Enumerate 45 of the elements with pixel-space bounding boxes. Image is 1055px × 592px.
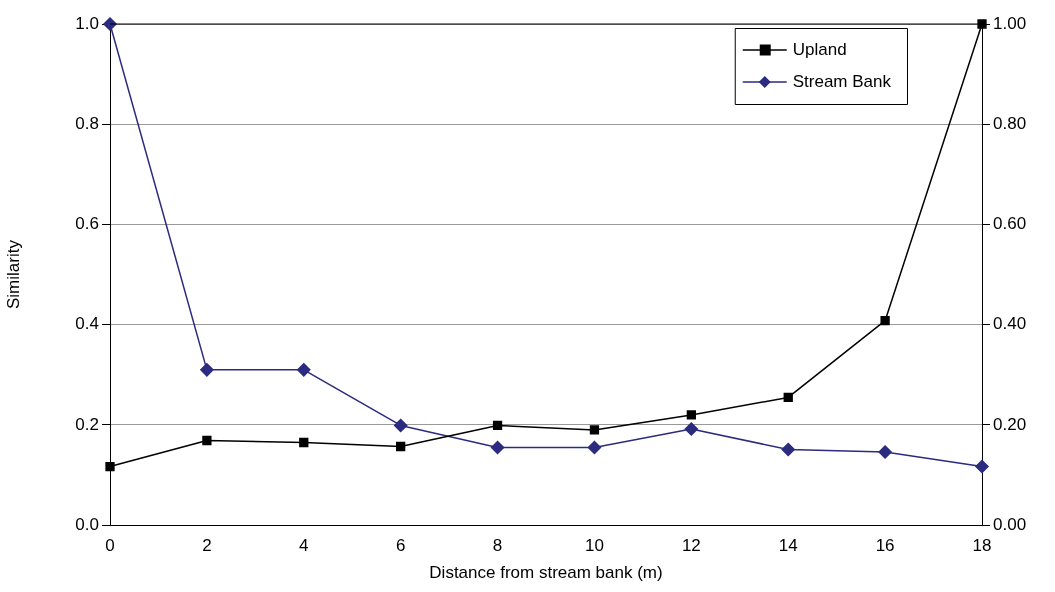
point	[393, 418, 408, 433]
point	[783, 392, 793, 403]
y-tick-label: 0.0	[75, 514, 99, 534]
y2-tick-label: 0.60	[993, 214, 1027, 234]
point	[686, 410, 696, 420]
y2-tick-label: 0.80	[993, 113, 1027, 133]
point	[878, 445, 892, 459]
x-tick-label: 14	[778, 536, 798, 556]
point	[492, 420, 503, 431]
x-axis-title: Distance from stream bank (m)	[429, 563, 663, 583]
point	[297, 363, 311, 377]
x-tick-label: 4	[299, 536, 309, 556]
x-tick-label: 12	[681, 536, 701, 556]
x-tick-label: 8	[492, 536, 503, 556]
y-tick-label: 0.2	[75, 414, 99, 434]
point	[781, 442, 795, 457]
point	[977, 19, 987, 29]
x-tick-label: 16	[875, 536, 895, 556]
x-tick-label: 2	[202, 536, 212, 556]
x-tick-label: 6	[395, 536, 406, 556]
point	[975, 459, 989, 474]
y2-tick-label: 0.00	[993, 514, 1027, 534]
point	[105, 461, 115, 472]
y2-tick-label: 0.40	[993, 314, 1027, 334]
x-tick-label: 0	[105, 536, 115, 556]
y-tick-label: 1.0	[75, 13, 99, 33]
point	[396, 441, 406, 452]
point	[880, 316, 890, 326]
y-axis-title: Similarity	[3, 239, 23, 310]
point	[490, 440, 505, 455]
point	[587, 440, 602, 455]
y-tick-label: 0.6	[75, 214, 99, 234]
y2-tick-label: 1.00	[993, 13, 1027, 33]
legend-label: Stream Bank	[792, 71, 892, 91]
y2-tick-label: 0.20	[993, 414, 1027, 434]
point	[202, 435, 212, 446]
y-tick-label: 0.4	[75, 314, 99, 334]
point	[200, 363, 214, 377]
point	[589, 425, 600, 435]
y-tick-label: 0.8	[75, 113, 99, 133]
legend-label: Upland	[792, 39, 847, 59]
point	[684, 422, 699, 436]
point	[299, 437, 309, 448]
x-tick-label: 18	[972, 536, 992, 556]
x-tick-label: 10	[584, 536, 604, 556]
